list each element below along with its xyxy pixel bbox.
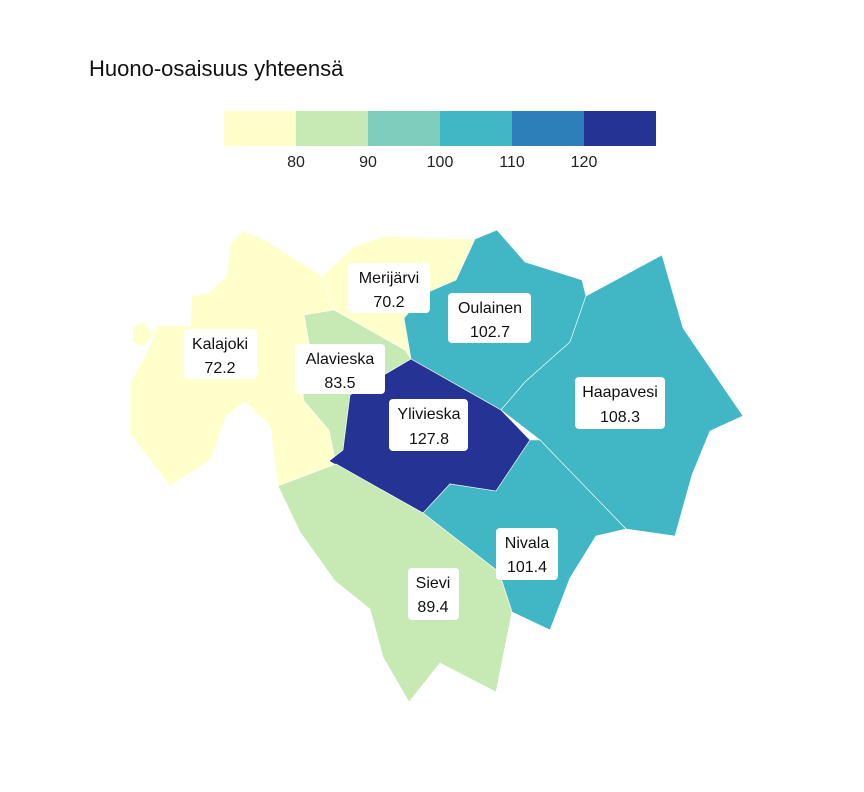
legend-swatch [368,111,440,146]
legend-ticks: 80 90 100 110 120 [224,146,656,176]
legend-tick-label: 80 [287,154,305,171]
region-kalajoki-island[interactable] [133,322,152,346]
label-sievi: Sievi 89.4 [408,568,459,620]
legend-tick-label: 90 [359,154,377,171]
region-value: 101.4 [507,559,547,576]
region-name: Haapavesi [582,384,658,401]
label-merijarvi: Merijärvi 70.2 [348,263,430,313]
label-nivala: Nivala 101.4 [496,528,558,580]
region-value: 83.5 [324,375,355,392]
region-name: Oulainen [458,300,522,317]
region-name: Merijärvi [359,270,419,287]
region-sievi[interactable] [277,463,513,703]
region-name: Alavieska [306,351,375,368]
legend-bar [224,111,656,146]
region-name: Ylivieska [397,406,460,423]
legend-swatch [440,111,512,146]
legend-swatch [224,111,296,146]
legend-tick-label: 100 [426,154,454,171]
region-name: Kalajoki [192,336,248,353]
legend-tick-label: 110 [499,154,525,171]
map-title: Huono-osaisuus yhteensä [89,56,344,81]
label-ylivieska: Ylivieska 127.8 [389,399,468,451]
region-value: 108.3 [600,409,640,426]
legend-tick-label: 120 [570,154,598,171]
region-value: 70.2 [373,294,404,311]
region-value: 127.8 [409,431,449,448]
label-oulainen: Oulainen 102.7 [448,293,531,343]
region-value: 102.7 [470,324,510,341]
label-alavieska: Alavieska 83.5 [295,344,385,394]
label-kalajoki: Kalajoki 72.2 [184,329,257,379]
region-value: 89.4 [417,599,448,616]
region-name: Nivala [505,535,550,552]
region-name: Sievi [416,575,451,592]
legend-swatch [296,111,368,146]
label-haapavesi: Haapavesi 108.3 [575,377,665,429]
region-value: 72.2 [204,360,235,377]
color-legend: 80 90 100 110 120 [224,111,656,181]
legend-swatch [512,111,584,146]
legend-swatch [584,111,656,146]
